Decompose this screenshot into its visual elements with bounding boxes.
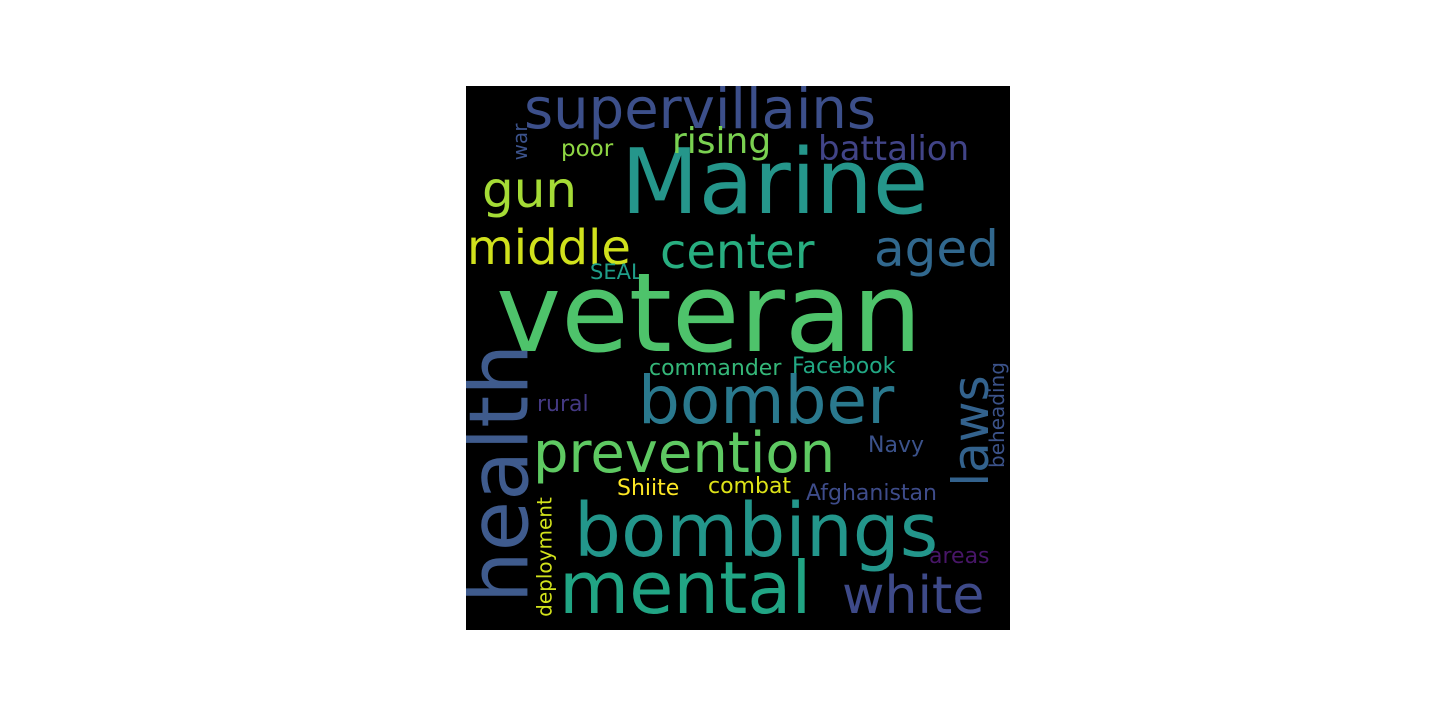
word-rural: rural: [537, 392, 589, 417]
word-battalion: battalion: [818, 129, 970, 169]
word-combat: combat: [708, 474, 792, 499]
word-marine: Marine: [621, 130, 929, 235]
word-laws: laws: [942, 375, 1000, 487]
word-areas: areas: [929, 544, 990, 569]
word-aged: aged: [874, 220, 999, 278]
word-bombings: bombings: [574, 488, 939, 574]
word-cloud-canvas: supervillains Marine rising battalion po…: [466, 86, 1010, 630]
word-navy: Navy: [868, 433, 924, 458]
word-supervillains: supervillains: [524, 86, 877, 142]
word-SEAL: SEAL: [590, 260, 643, 284]
word-white: white: [842, 566, 985, 626]
word-middle: middle: [467, 220, 631, 276]
word-center: center: [660, 224, 815, 280]
word-beheading: beheading: [985, 362, 1009, 468]
word-commander: commander: [649, 356, 782, 381]
word-bomber: bomber: [638, 362, 895, 439]
word-shiite: Shiite: [617, 476, 680, 501]
word-poor: poor: [561, 136, 614, 162]
word-war: war: [508, 123, 532, 161]
word-afghanistan: Afghanistan: [806, 481, 937, 506]
word-health: health: [466, 343, 548, 604]
word-veteran: veteran: [496, 249, 922, 377]
word-facebook: Facebook: [792, 354, 896, 379]
word-mental: mental: [559, 546, 812, 630]
word-deployment: deployment: [532, 497, 557, 617]
word-gun: gun: [482, 161, 578, 219]
word-prevention: prevention: [533, 421, 836, 486]
word-rising: rising: [672, 121, 772, 162]
